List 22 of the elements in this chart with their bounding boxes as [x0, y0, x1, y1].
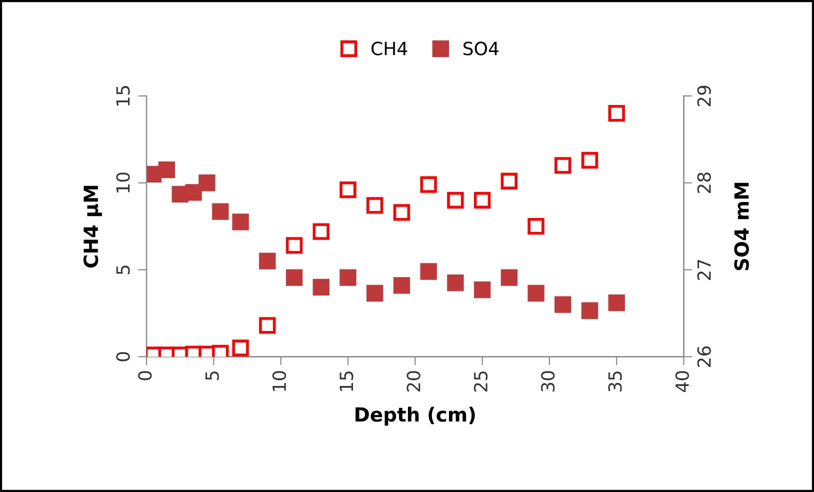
x-axis-title: Depth (cm)	[356, 406, 475, 426]
x-tick-label: 35	[608, 371, 622, 392]
y-tick-label: 5	[116, 266, 130, 274]
y2-tick-label: 26	[697, 346, 711, 367]
y2-tick-label: 29	[697, 86, 711, 106]
x-tick-label: 20	[406, 371, 420, 392]
x-tick-label: 40	[675, 371, 689, 392]
y2-axis-title: SO4 mM	[734, 182, 749, 270]
y-tick-label: 0	[116, 352, 130, 362]
legend-label: CH4	[372, 42, 408, 56]
y2-tick-label: 28	[697, 172, 711, 194]
legend-label: SO4	[464, 42, 498, 56]
x-tick-label: 25	[474, 371, 488, 392]
y2-tick-label: 27	[697, 260, 711, 280]
y-axis-title: CH4 µM	[83, 186, 102, 268]
y-tick-label: 10	[116, 172, 130, 192]
x-tick-label: 0	[138, 371, 152, 380]
x-tick-label: 30	[541, 371, 555, 392]
x-tick-label: 15	[340, 371, 354, 391]
y-tick-label: 15	[116, 86, 130, 106]
x-tick-label: 5	[205, 371, 219, 380]
x-tick-label: 10	[272, 371, 286, 391]
